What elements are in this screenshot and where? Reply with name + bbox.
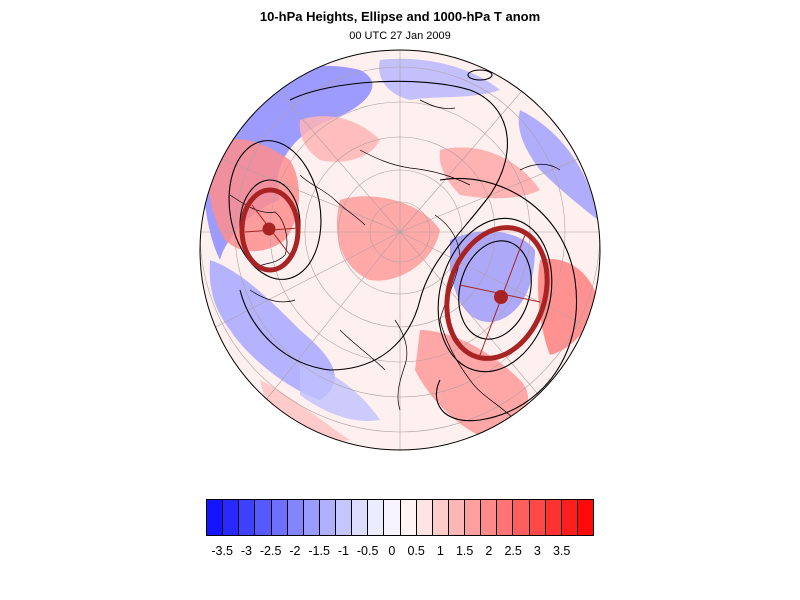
colorbar-box	[271, 500, 288, 535]
colorbar-label: 3.5	[552, 544, 571, 558]
colorbar-box	[319, 500, 336, 535]
colorbar-box	[384, 500, 401, 535]
colorbar-box	[207, 500, 224, 535]
vortex-ellipses	[239, 187, 550, 361]
chart-title: 10-hPa Heights, Ellipse and 1000-hPa T a…	[259, 9, 541, 24]
vortex-ellipse-west	[239, 187, 301, 273]
height-contours	[228, 69, 577, 422]
colorbar-label: 2.5	[504, 544, 522, 558]
colorbar-label: -2	[289, 544, 301, 558]
colorbar-label: 1	[436, 544, 444, 558]
colorbar-label: -3.5	[211, 544, 233, 558]
vortex-center-east	[494, 290, 508, 304]
colorbar-label: 1.5	[455, 544, 474, 558]
colorbar-label: 0	[388, 544, 396, 558]
colorbar-box	[303, 500, 320, 535]
colorbar-label: 3	[533, 544, 541, 558]
colorbar-box	[448, 500, 465, 535]
colorbar-box	[400, 500, 417, 535]
colorbar-label: -0.5	[356, 544, 379, 558]
colorbar-label: 0.5	[407, 544, 425, 558]
colorbar-label: 2	[485, 544, 493, 558]
graticule	[200, 50, 600, 450]
colorbar-box	[561, 500, 578, 535]
colorbar-box	[239, 500, 256, 535]
colorbar-box	[287, 500, 304, 535]
vortex-center-west	[262, 222, 276, 236]
colorbar-box	[223, 500, 240, 535]
globe-outline	[199, 49, 601, 451]
colorbar-box	[513, 500, 530, 535]
colorbar	[206, 499, 594, 536]
colorbar-labels: -3.5 -3 -2.5 -2 -1.5 -1 -0.5 0 0.5 1 1.5 2 2.5 3 3.5	[0, 544, 800, 560]
colorbar-box	[465, 500, 482, 535]
colorbar-box	[497, 500, 514, 535]
chart-subtitle: 00 UTC 27 Jan 2009	[349, 30, 451, 42]
colorbar-box	[352, 500, 369, 535]
colorbar-box	[336, 500, 353, 535]
colorbar-label: -1.5	[308, 544, 330, 558]
colorbar-box	[255, 500, 272, 535]
colorbar-label: -3	[240, 544, 252, 558]
vortex-ellipse-east	[444, 225, 550, 361]
colorbar-box	[545, 500, 562, 535]
colorbar-label: -2.5	[259, 544, 282, 558]
colorbar-box	[481, 500, 498, 535]
colorbar-box	[577, 500, 593, 535]
colorbar-box	[529, 500, 546, 535]
colorbar-box	[432, 500, 449, 535]
colorbar-label: -1	[337, 544, 349, 558]
colorbar-box	[368, 500, 385, 535]
colorbar-box	[416, 500, 433, 535]
